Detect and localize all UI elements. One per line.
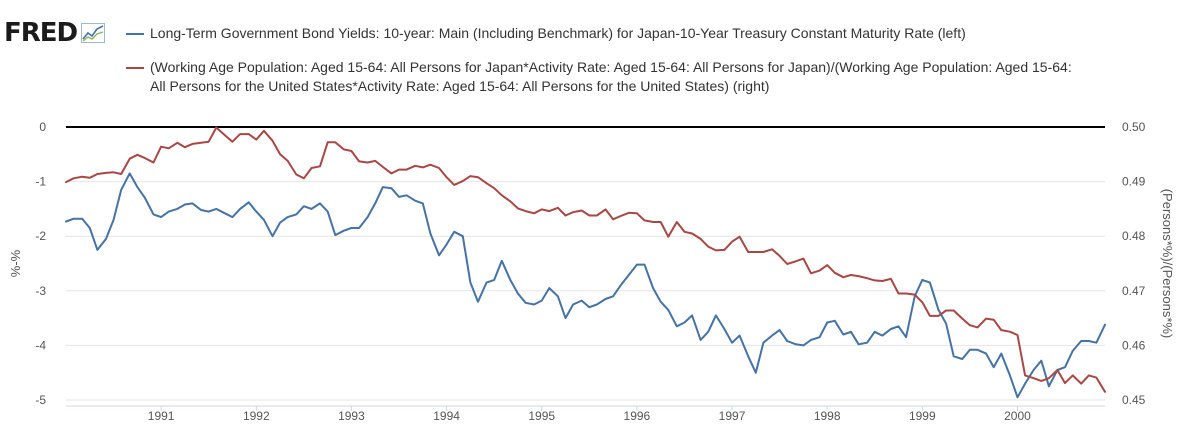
legend-label: Long-Term Government Bond Yields: 10-yea… [150, 25, 966, 41]
x-tick-label: 1995 [528, 409, 555, 423]
y-left-tick-label: -1 [35, 175, 46, 189]
y-left-axis-title: %-% [8, 249, 23, 277]
logo-text: FRED [4, 18, 78, 48]
y-left-tick-label: -4 [35, 338, 46, 352]
x-tick-label: 1996 [624, 409, 651, 423]
fred-logo[interactable]: FRED [4, 18, 106, 48]
y-right-tick-label: 0.50 [1122, 120, 1146, 134]
y-right-tick-label: 0.46 [1122, 338, 1146, 352]
x-tick-label: 1991 [148, 409, 175, 423]
legend-label: (Working Age Population: Aged 15-64: All… [150, 59, 1072, 94]
x-tick-label: 1993 [338, 409, 365, 423]
x-tick-label: 1998 [814, 409, 841, 423]
y-right-tick-label: 0.47 [1122, 284, 1146, 298]
y-left-tick-label: -5 [35, 393, 46, 407]
x-tick-label: 1992 [243, 409, 270, 423]
legend-swatch-red [126, 67, 144, 69]
y-left-tick-label: -2 [35, 229, 46, 243]
y-left-tick-label: -3 [35, 284, 46, 298]
x-tick-label: 1994 [433, 409, 460, 423]
y-right-tick-label: 0.45 [1122, 393, 1146, 407]
legend-swatch-blue [126, 33, 144, 35]
x-tick-label: 2000 [1004, 409, 1031, 423]
series-line-activity-ratio [65, 126, 1106, 393]
series-line-bond-yields [65, 172, 1106, 399]
chart-graph-icon [81, 23, 106, 43]
y-right-tick-label: 0.49 [1122, 175, 1146, 189]
x-tick-label: 1999 [909, 409, 936, 423]
y-right-axis-title: (Persons*%)/(Persons*%) [1160, 189, 1175, 339]
x-tick-label: 1997 [719, 409, 746, 423]
y-left-tick-label: 0 [39, 120, 46, 134]
y-right-tick-label: 0.48 [1122, 229, 1146, 243]
legend-item-bond-yields[interactable]: Long-Term Government Bond Yields: 10-yea… [126, 24, 1126, 43]
legend-item-activity-ratio[interactable]: (Working Age Population: Aged 15-64: All… [126, 58, 1086, 96]
